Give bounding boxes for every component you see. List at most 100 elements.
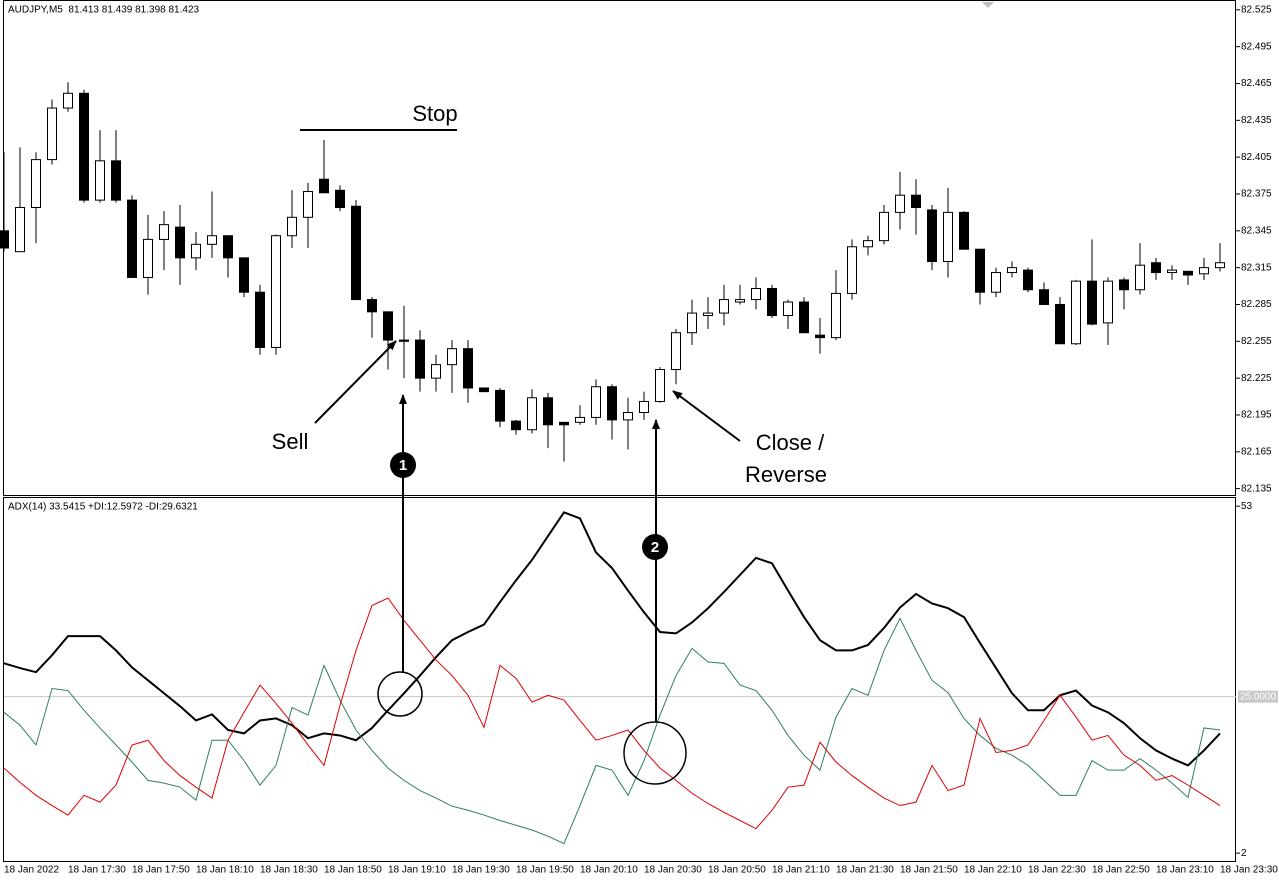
y-tick-label: 53 — [1241, 501, 1253, 512]
x-tick-label: 18 Jan 21:10 — [772, 865, 830, 876]
candle-body — [63, 92, 73, 109]
x-tick-label: 18 Jan 2022 — [4, 865, 59, 876]
candle-body — [879, 211, 889, 242]
candle-body — [1167, 269, 1177, 274]
candle-body — [415, 339, 425, 379]
candle-body — [287, 216, 297, 237]
candle-body — [1215, 262, 1225, 269]
candle-body — [671, 332, 681, 371]
candle-body — [1183, 270, 1193, 276]
x-tick-label: 18 Jan 18:10 — [196, 865, 254, 876]
candle-body — [1007, 267, 1017, 274]
candle-body — [207, 235, 217, 245]
candle-body — [783, 301, 793, 317]
x-tick-label: 18 Jan 19:50 — [516, 865, 574, 876]
candle-body — [911, 194, 921, 208]
candle-body — [703, 312, 713, 317]
candle-body — [335, 189, 345, 208]
x-tick-label: 18 Jan 22:50 — [1092, 865, 1150, 876]
panel-title: ADX(14) 33.5415 +DI:12.5972 -DI:29.6321 — [8, 502, 198, 513]
x-tick-label: 18 Jan 22:30 — [1028, 865, 1086, 876]
x-tick-label: 18 Jan 20:30 — [644, 865, 702, 876]
candle-body — [847, 246, 857, 294]
candle-body — [351, 205, 361, 301]
shift-marker — [982, 2, 994, 8]
level-label: 25.0000 — [1240, 691, 1277, 702]
x-tick-label: 18 Jan 17:30 — [68, 865, 126, 876]
candle-body — [367, 299, 377, 313]
x-tick-label: 18 Jan 20:50 — [708, 865, 766, 876]
y-tick-label: 82.165 — [1241, 446, 1272, 457]
candle-body — [975, 248, 985, 293]
candle-body — [191, 243, 201, 259]
sell-arrow — [314, 340, 397, 424]
candle-body — [15, 206, 25, 253]
candle-body — [271, 235, 281, 348]
candle-body — [655, 369, 665, 402]
candle-body — [159, 224, 169, 240]
close-arrow — [672, 390, 741, 442]
candle-body — [223, 235, 233, 259]
candle-body — [431, 364, 441, 379]
candle-body — [639, 400, 649, 414]
candle-body — [1199, 267, 1209, 275]
candle-body — [1071, 280, 1081, 345]
candle-body — [383, 311, 393, 341]
candle-body — [895, 194, 905, 213]
marks — [0, 9, 1278, 854]
x-tick-label: 18 Jan 21:30 — [836, 865, 894, 876]
indicator-line — [3, 511, 1221, 767]
x-tick-label: 18 Jan 19:30 — [452, 865, 510, 876]
indicator-panel-frame — [3, 497, 1236, 862]
x-tick-label: 18 Jan 22:10 — [964, 865, 1022, 876]
x-tick-label: 18 Jan 17:50 — [132, 865, 190, 876]
panel-title: AUDJPY,M5 81.413 81.439 81.398 81.423 — [8, 5, 200, 16]
candle-body — [831, 292, 841, 339]
x-tick-label: 18 Jan 23:10 — [1156, 865, 1214, 876]
candle-body — [687, 312, 697, 334]
x-tick-label: 18 Jan 18:30 — [260, 865, 318, 876]
candle-body — [1055, 303, 1065, 345]
candle-body — [479, 387, 489, 393]
candle-body — [255, 291, 265, 348]
texts: 82.525 82.495 82.465 82.435 82.405 82.375 82.3… — [4, 4, 1278, 875]
y-tick-label: 82.225 — [1241, 373, 1272, 384]
candle-body — [927, 209, 937, 263]
x-tick-label: 18 Jan 19:10 — [388, 865, 446, 876]
y-tick-label: 82.495 — [1241, 41, 1272, 52]
y-tick-label: 82.465 — [1241, 78, 1272, 89]
annotation: Stop — [412, 101, 457, 126]
candle-body — [943, 211, 953, 263]
y-tick-label: 82.345 — [1241, 225, 1272, 236]
candle-body — [719, 299, 729, 314]
candle-body — [527, 397, 537, 431]
y-tick-label: 82.375 — [1241, 189, 1272, 200]
candle-body — [1023, 269, 1033, 291]
x-tick-label: 18 Jan 20:10 — [580, 865, 638, 876]
candle-body — [111, 160, 121, 201]
candle-body — [799, 301, 809, 334]
candle-body — [47, 107, 57, 161]
annotation: Close / — [756, 430, 825, 455]
candle-body — [543, 397, 553, 426]
x-tick-label: 18 Jan 21:50 — [900, 865, 958, 876]
annotation: 2 — [651, 539, 659, 556]
candle-body — [79, 92, 89, 201]
candle-body — [239, 257, 249, 293]
annotation: 1 — [399, 457, 407, 474]
candle-body — [575, 416, 585, 423]
candle-body — [495, 389, 505, 422]
y-tick-label: 82.405 — [1241, 152, 1272, 163]
annotation: Reverse — [745, 462, 827, 487]
candle-body — [959, 211, 969, 250]
candle-body — [511, 420, 521, 431]
candle-body — [95, 160, 105, 201]
y-tick-label: 82.135 — [1241, 483, 1272, 494]
candle-body — [623, 412, 633, 421]
y-tick-label: 82.285 — [1241, 299, 1272, 310]
indicator-line — [3, 617, 1221, 845]
candle-body — [991, 272, 1001, 293]
